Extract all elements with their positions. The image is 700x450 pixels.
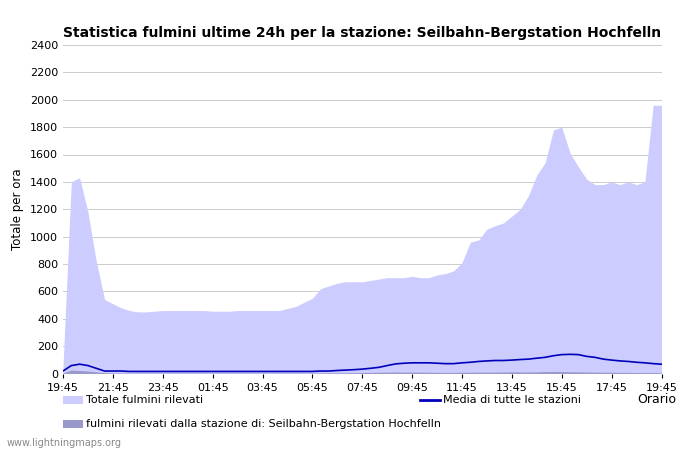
Text: www.lightningmaps.org: www.lightningmaps.org — [7, 438, 122, 448]
Text: Totale fulmini rilevati: Totale fulmini rilevati — [86, 395, 203, 405]
Text: fulmini rilevati dalla stazione di: Seilbahn-Bergstation Hochfelln: fulmini rilevati dalla stazione di: Seil… — [86, 419, 441, 429]
Text: Orario: Orario — [637, 393, 676, 406]
Text: Media di tutte le stazioni: Media di tutte le stazioni — [443, 395, 581, 405]
Y-axis label: Totale per ora: Totale per ora — [11, 168, 25, 250]
Title: Statistica fulmini ultime 24h per la stazione: Seilbahn-Bergstation Hochfelln: Statistica fulmini ultime 24h per la sta… — [63, 26, 662, 40]
